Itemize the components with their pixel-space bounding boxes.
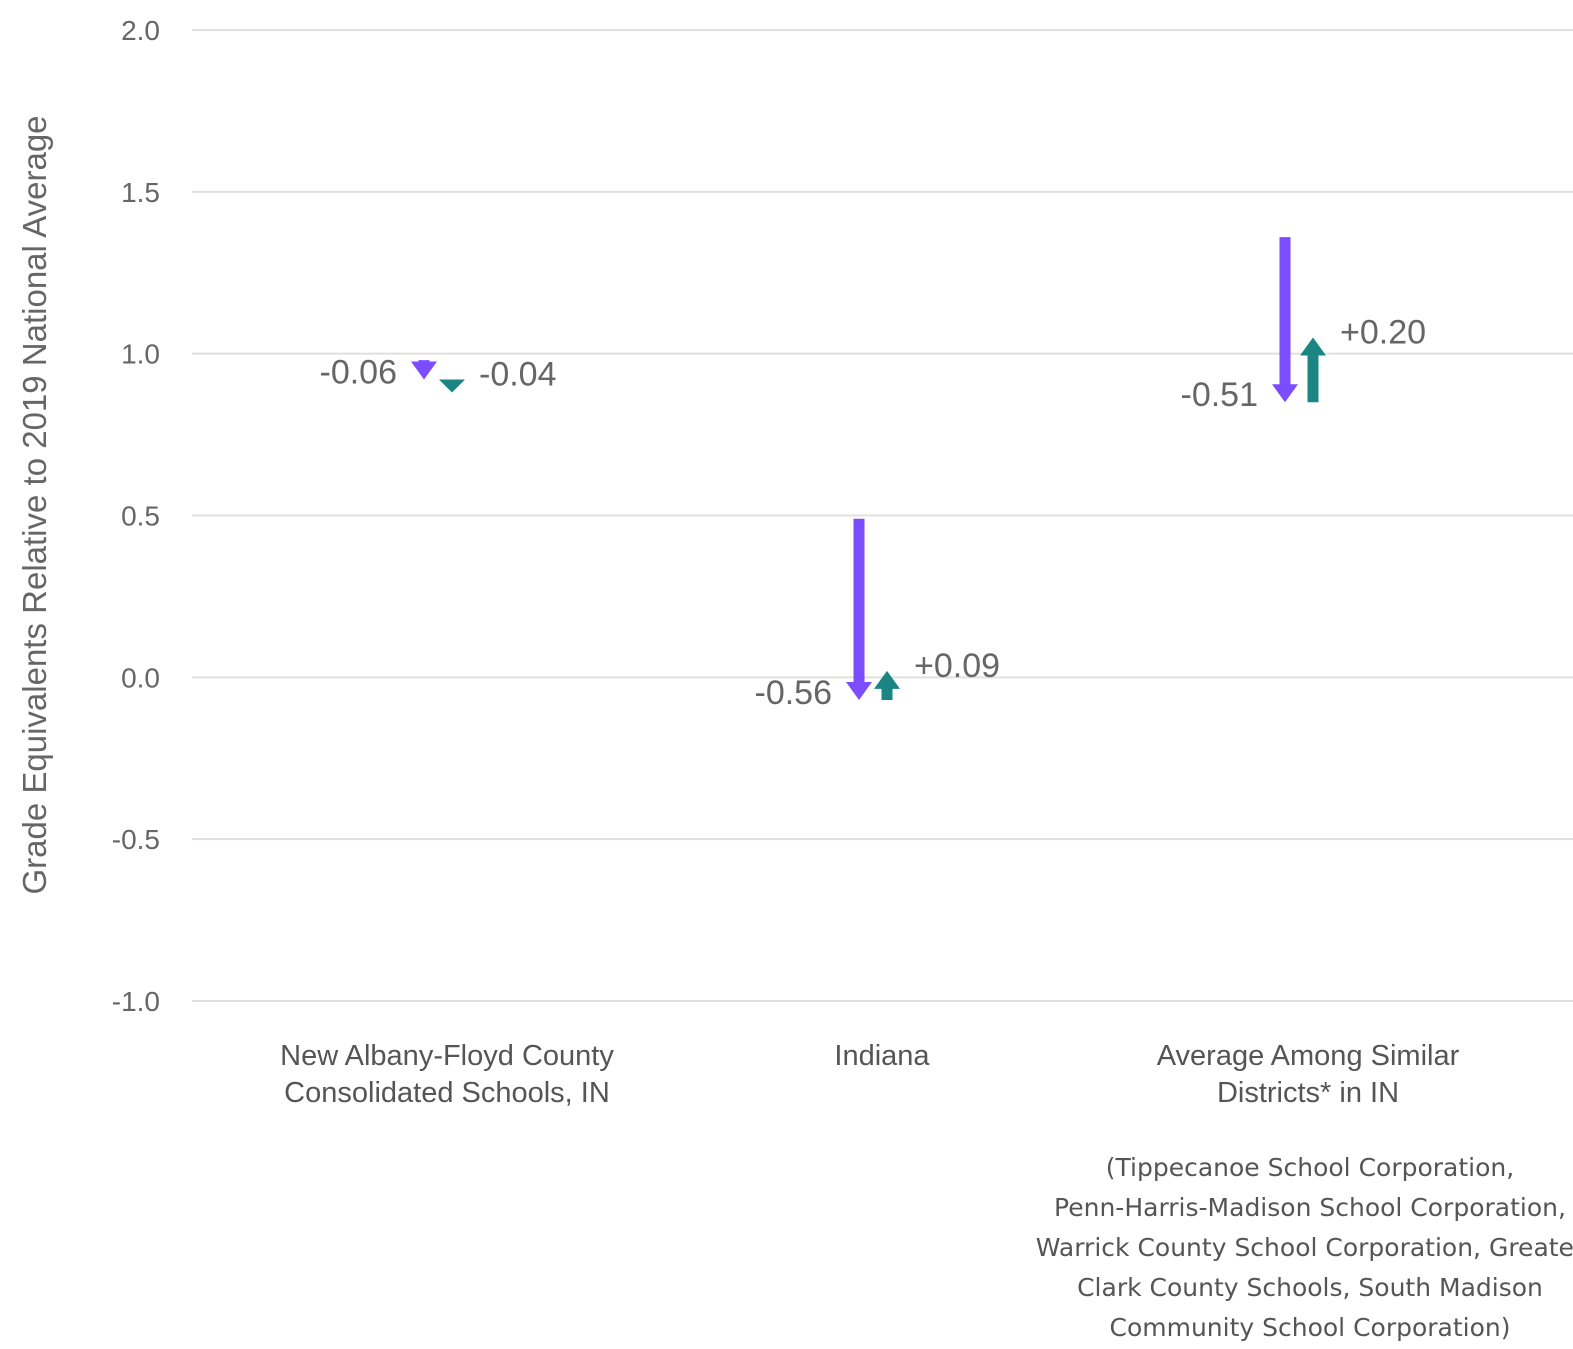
footnote-line: Community School Corporation) <box>1109 1313 1511 1342</box>
change-label: -0.51 <box>1181 376 1259 414</box>
y-tick-label: 0.0 <box>121 662 160 693</box>
y-tick-label: -1.0 <box>112 986 160 1017</box>
change-label: -0.06 <box>320 354 398 392</box>
change-label: -0.56 <box>755 674 833 712</box>
footnote-line: Warrick County School Corporation, Great… <box>1035 1233 1573 1262</box>
arrow-marks: -0.06 -0.56 -0.51 -0.04 +0.09 +0.20 <box>320 237 1426 712</box>
x-tick-label: Districts* in IN <box>1217 1077 1399 1109</box>
x-tick-label: Consolidated Schools, IN <box>284 1077 610 1109</box>
y-tick-label: 0.5 <box>121 501 160 532</box>
change-label: -0.04 <box>479 356 557 394</box>
change-label: +0.20 <box>1340 313 1426 351</box>
x-tick-label: Average Among Similar <box>1157 1040 1460 1072</box>
footnote-line: Clark County Schools, South Madison <box>1077 1273 1543 1302</box>
x-axis-labels: New Albany-Floyd County Consolidated Scho… <box>280 1040 1459 1109</box>
footnote-line: (Tippecanoe School Corporation, <box>1105 1153 1515 1182</box>
y-axis-ticks: 2.0 1.5 1.0 0.5 0.0 -0.5 -1.0 <box>112 15 160 1017</box>
x-tick-label: New Albany-Floyd County <box>280 1040 614 1072</box>
y-axis-label: Grade Equivalents Relative to 2019 Natio… <box>16 115 53 894</box>
similar-districts-footnote: (Tippecanoe School Corporation, Penn-Har… <box>1030 1148 1573 1348</box>
change-arrow <box>874 670 900 700</box>
change-arrow <box>411 360 437 380</box>
change-arrow <box>439 379 465 393</box>
change-label: +0.09 <box>914 647 1000 685</box>
change-arrow <box>1300 337 1326 403</box>
change-arrow <box>1272 237 1298 403</box>
y-tick-label: 2.0 <box>121 15 160 46</box>
change-arrow <box>846 518 872 700</box>
y-tick-label: 1.0 <box>121 339 160 370</box>
gridlines <box>192 29 1573 1002</box>
x-tick-label: Indiana <box>834 1040 930 1072</box>
y-tick-label: 1.5 <box>121 177 160 208</box>
y-tick-label: -0.5 <box>112 824 160 855</box>
footnote-line: Penn-Harris-Madison School Corporation, <box>1054 1193 1566 1222</box>
